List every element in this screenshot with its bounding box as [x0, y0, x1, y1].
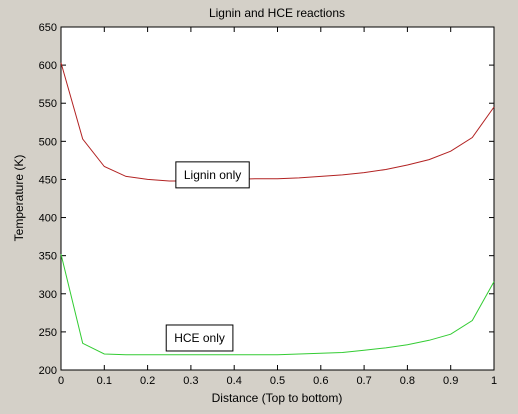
x-tick-label: 0	[58, 375, 64, 387]
x-tick-label: 0.3	[183, 375, 198, 387]
x-tick-label: 0.4	[227, 375, 242, 387]
x-tick-label: 0.8	[400, 375, 415, 387]
y-axis-label: Temperature (K)	[12, 155, 26, 242]
x-tick-label: 0.9	[443, 375, 458, 387]
annotation-box: Lignin only	[175, 161, 250, 189]
plot-area	[60, 26, 495, 371]
x-axis-label: Distance (Top to bottom)	[212, 391, 343, 405]
x-tick-label: 1	[491, 375, 497, 387]
y-tick-label: 600	[39, 60, 57, 72]
annotation-text: HCE only	[174, 331, 225, 345]
series-layer	[60, 62, 495, 356]
y-tick-label: 650	[39, 22, 57, 34]
y-tick-label: 250	[39, 327, 57, 339]
tick-layer: 0 0.1 0.2 0.3 0.4 0.5 0.6 0.7 0.8 0.9 1 200 250 300 35…	[39, 22, 497, 387]
x-tick-label: 0.5	[270, 375, 285, 387]
series-line-0	[60, 62, 495, 182]
y-tick-label: 550	[39, 98, 57, 110]
y-tick-label: 350	[39, 251, 57, 263]
y-tick-label: 200	[39, 365, 57, 377]
annotation-frame	[175, 161, 250, 189]
y-tick-label: 500	[39, 136, 57, 148]
y-tick-label: 450	[39, 174, 57, 186]
x-tick-label: 0.2	[140, 375, 155, 387]
annotation-frame	[165, 324, 234, 352]
x-tick-label: 0.7	[356, 375, 371, 387]
y-tick-label: 300	[39, 289, 57, 301]
annotation-layer: Lignin only HCE only	[165, 161, 250, 352]
chart-title: Lignin and HCE reactions	[209, 6, 345, 20]
series-line-1	[60, 253, 495, 356]
annotation-box: HCE only	[165, 324, 234, 352]
annotation-text: Lignin only	[184, 168, 241, 182]
y-tick-label: 400	[39, 213, 57, 225]
x-tick-label: 0.6	[313, 375, 328, 387]
x-tick-label: 0.1	[97, 375, 112, 387]
